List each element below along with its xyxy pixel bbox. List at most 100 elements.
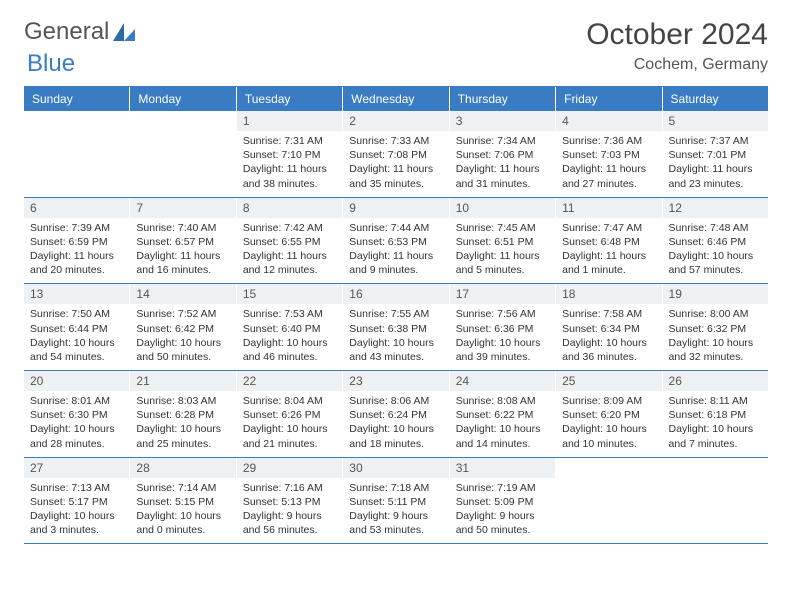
daylight-text: Daylight: 10 hours and 39 minutes. [456, 336, 549, 364]
day-cell: 2Sunrise: 7:33 AMSunset: 7:08 PMDaylight… [343, 111, 449, 197]
day-cell: 15Sunrise: 7:53 AMSunset: 6:40 PMDayligh… [237, 284, 343, 370]
daylight-text: Daylight: 9 hours and 53 minutes. [349, 509, 442, 537]
day-cell: 12Sunrise: 7:48 AMSunset: 6:46 PMDayligh… [663, 198, 768, 284]
sunset-text: Sunset: 7:03 PM [562, 148, 655, 162]
day-cell: 27Sunrise: 7:13 AMSunset: 5:17 PMDayligh… [24, 458, 130, 544]
day-body: Sunrise: 7:56 AMSunset: 6:36 PMDaylight:… [450, 304, 555, 370]
day-number: 31 [450, 458, 555, 478]
day-body: Sunrise: 7:52 AMSunset: 6:42 PMDaylight:… [130, 304, 235, 370]
sunrise-text: Sunrise: 7:39 AM [30, 221, 123, 235]
day-body: Sunrise: 7:48 AMSunset: 6:46 PMDaylight:… [663, 218, 768, 284]
daylight-text: Daylight: 10 hours and 28 minutes. [30, 422, 123, 450]
sunrise-text: Sunrise: 8:01 AM [30, 394, 123, 408]
daylight-text: Daylight: 10 hours and 3 minutes. [30, 509, 123, 537]
daylight-text: Daylight: 10 hours and 7 minutes. [669, 422, 762, 450]
sunset-text: Sunset: 6:57 PM [136, 235, 229, 249]
day-number: 6 [24, 198, 129, 218]
day-number: 26 [663, 371, 768, 391]
sunset-text: Sunset: 6:59 PM [30, 235, 123, 249]
daylight-text: Daylight: 10 hours and 10 minutes. [562, 422, 655, 450]
sunset-text: Sunset: 5:13 PM [243, 495, 336, 509]
sunrise-text: Sunrise: 7:44 AM [349, 221, 442, 235]
sunset-text: Sunset: 6:55 PM [243, 235, 336, 249]
day-number: 24 [450, 371, 555, 391]
day-body: Sunrise: 7:14 AMSunset: 5:15 PMDaylight:… [130, 478, 235, 544]
day-cell [663, 458, 768, 544]
sunset-text: Sunset: 6:53 PM [349, 235, 442, 249]
sunrise-text: Sunrise: 8:03 AM [136, 394, 229, 408]
dow-mon: Monday [130, 87, 236, 111]
day-cell: 23Sunrise: 8:06 AMSunset: 6:24 PMDayligh… [343, 371, 449, 457]
day-body: Sunrise: 7:53 AMSunset: 6:40 PMDaylight:… [237, 304, 342, 370]
day-number: 2 [343, 111, 448, 131]
dow-wed: Wednesday [343, 87, 449, 111]
sunset-text: Sunset: 6:26 PM [243, 408, 336, 422]
sunset-text: Sunset: 6:28 PM [136, 408, 229, 422]
daylight-text: Daylight: 11 hours and 12 minutes. [243, 249, 336, 277]
sunset-text: Sunset: 7:01 PM [669, 148, 762, 162]
day-cell [556, 458, 662, 544]
sunset-text: Sunset: 6:30 PM [30, 408, 123, 422]
daylight-text: Daylight: 10 hours and 50 minutes. [136, 336, 229, 364]
day-number: 17 [450, 284, 555, 304]
sunset-text: Sunset: 5:15 PM [136, 495, 229, 509]
day-cell: 6Sunrise: 7:39 AMSunset: 6:59 PMDaylight… [24, 198, 130, 284]
week-row: 27Sunrise: 7:13 AMSunset: 5:17 PMDayligh… [24, 458, 768, 545]
sunset-text: Sunset: 7:06 PM [456, 148, 549, 162]
day-number: 9 [343, 198, 448, 218]
sunrise-text: Sunrise: 7:33 AM [349, 134, 442, 148]
day-number: 3 [450, 111, 555, 131]
daylight-text: Daylight: 10 hours and 36 minutes. [562, 336, 655, 364]
day-number: 1 [237, 111, 342, 131]
day-number: 12 [663, 198, 768, 218]
sunrise-text: Sunrise: 7:48 AM [669, 221, 762, 235]
day-number: 22 [237, 371, 342, 391]
sunrise-text: Sunrise: 7:37 AM [669, 134, 762, 148]
sunrise-text: Sunrise: 7:52 AM [136, 307, 229, 321]
day-body: Sunrise: 7:13 AMSunset: 5:17 PMDaylight:… [24, 478, 129, 544]
sunrise-text: Sunrise: 7:16 AM [243, 481, 336, 495]
day-number: 11 [556, 198, 661, 218]
day-cell: 31Sunrise: 7:19 AMSunset: 5:09 PMDayligh… [450, 458, 556, 544]
sunrise-text: Sunrise: 7:19 AM [456, 481, 549, 495]
sunrise-text: Sunrise: 7:40 AM [136, 221, 229, 235]
sunrise-text: Sunrise: 7:58 AM [562, 307, 655, 321]
sunset-text: Sunset: 5:09 PM [456, 495, 549, 509]
day-body: Sunrise: 7:18 AMSunset: 5:11 PMDaylight:… [343, 478, 448, 544]
daylight-text: Daylight: 10 hours and 43 minutes. [349, 336, 442, 364]
logo-mark-icon [113, 23, 135, 41]
day-cell: 26Sunrise: 8:11 AMSunset: 6:18 PMDayligh… [663, 371, 768, 457]
day-number: 28 [130, 458, 235, 478]
daylight-text: Daylight: 10 hours and 18 minutes. [349, 422, 442, 450]
day-number: 20 [24, 371, 129, 391]
header: General October 2024 Cochem, Germany [24, 18, 768, 74]
day-body: Sunrise: 7:19 AMSunset: 5:09 PMDaylight:… [450, 478, 555, 544]
dow-tue: Tuesday [237, 87, 343, 111]
daylight-text: Daylight: 10 hours and 21 minutes. [243, 422, 336, 450]
daylight-text: Daylight: 10 hours and 46 minutes. [243, 336, 336, 364]
week-row: 13Sunrise: 7:50 AMSunset: 6:44 PMDayligh… [24, 284, 768, 371]
day-cell: 4Sunrise: 7:36 AMSunset: 7:03 PMDaylight… [556, 111, 662, 197]
sunrise-text: Sunrise: 8:08 AM [456, 394, 549, 408]
day-body: Sunrise: 7:34 AMSunset: 7:06 PMDaylight:… [450, 131, 555, 197]
daylight-text: Daylight: 10 hours and 32 minutes. [669, 336, 762, 364]
day-number: 25 [556, 371, 661, 391]
day-body: Sunrise: 7:33 AMSunset: 7:08 PMDaylight:… [343, 131, 448, 197]
day-number: 18 [556, 284, 661, 304]
sunset-text: Sunset: 6:46 PM [669, 235, 762, 249]
daylight-text: Daylight: 11 hours and 16 minutes. [136, 249, 229, 277]
day-number: 29 [237, 458, 342, 478]
day-cell: 3Sunrise: 7:34 AMSunset: 7:06 PMDaylight… [450, 111, 556, 197]
day-cell: 25Sunrise: 8:09 AMSunset: 6:20 PMDayligh… [556, 371, 662, 457]
logo-word1: General [24, 18, 109, 46]
week-row: 6 Sunrise: 7:39 AMSunset: 6:59 PM Daylight… [24, 198, 768, 285]
sunrise-text: Sunrise: 7:55 AM [349, 307, 442, 321]
sunset-text: Sunset: 6:20 PM [562, 408, 655, 422]
sunset-text: Sunset: 7:10 PM [243, 148, 336, 162]
dow-thu: Thursday [450, 87, 556, 111]
day-cell: 13Sunrise: 7:50 AMSunset: 6:44 PMDayligh… [24, 284, 130, 370]
dow-sat: Saturday [663, 87, 768, 111]
week-row: 20Sunrise: 8:01 AMSunset: 6:30 PMDayligh… [24, 371, 768, 458]
sunrise-text: Sunrise: 7:42 AM [243, 221, 336, 235]
dow-sun: Sunday [24, 87, 130, 111]
